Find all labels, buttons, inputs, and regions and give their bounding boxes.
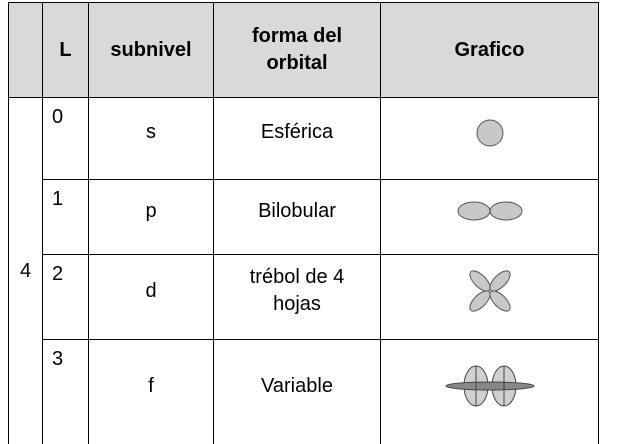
subnivel: d bbox=[145, 280, 156, 302]
d-orbital-icon bbox=[450, 263, 530, 319]
subnivel: f bbox=[148, 375, 154, 397]
forma: trébol de 4 hojas bbox=[235, 264, 360, 318]
subnivel: p bbox=[145, 200, 156, 222]
forma-cell: Variable bbox=[214, 340, 381, 444]
grafico-cell bbox=[381, 340, 599, 444]
header-text: forma del orbital bbox=[240, 23, 355, 77]
grafico-cell bbox=[381, 255, 599, 340]
forma: Variable bbox=[261, 375, 333, 397]
subnivel-cell: p bbox=[89, 180, 214, 255]
row: 1 p Bilobular bbox=[9, 180, 599, 255]
l-cell: 0 bbox=[43, 98, 89, 180]
f-orbital-icon bbox=[440, 361, 540, 411]
forma-cell: Bilobular bbox=[214, 180, 381, 255]
subnivel-cell: d bbox=[89, 255, 214, 340]
orbital-table: L subnivel forma del orbital Grafico 4 0… bbox=[8, 2, 599, 444]
p-orbital-icon bbox=[450, 191, 530, 231]
header-cell: subnivel bbox=[89, 3, 214, 98]
row: 3 f Variable bbox=[9, 340, 599, 444]
forma: Esférica bbox=[261, 121, 333, 143]
subnivel-cell: s bbox=[89, 98, 214, 180]
grafico-cell bbox=[381, 180, 599, 255]
forma-cell: Esférica bbox=[214, 98, 381, 180]
subnivel-cell: f bbox=[89, 340, 214, 444]
header-cell: L bbox=[43, 3, 89, 98]
l-cell: 2 bbox=[43, 255, 89, 340]
l-cell: 3 bbox=[43, 340, 89, 444]
header-row: L subnivel forma del orbital Grafico bbox=[9, 3, 599, 98]
row: 2 d trébol de 4 hojas bbox=[9, 255, 599, 340]
header-cell bbox=[9, 3, 43, 98]
header-cell: Grafico bbox=[381, 3, 599, 98]
forma: Bilobular bbox=[258, 200, 336, 222]
subnivel: s bbox=[146, 121, 156, 143]
grafico-cell bbox=[381, 98, 599, 180]
row: 4 0 s Esférica bbox=[9, 98, 599, 180]
forma-cell: trébol de 4 hojas bbox=[214, 255, 381, 340]
s-orbital-icon bbox=[450, 113, 530, 153]
n-cell: 4 bbox=[9, 98, 43, 444]
l-cell: 1 bbox=[43, 180, 89, 255]
header-cell: forma del orbital bbox=[214, 3, 381, 98]
